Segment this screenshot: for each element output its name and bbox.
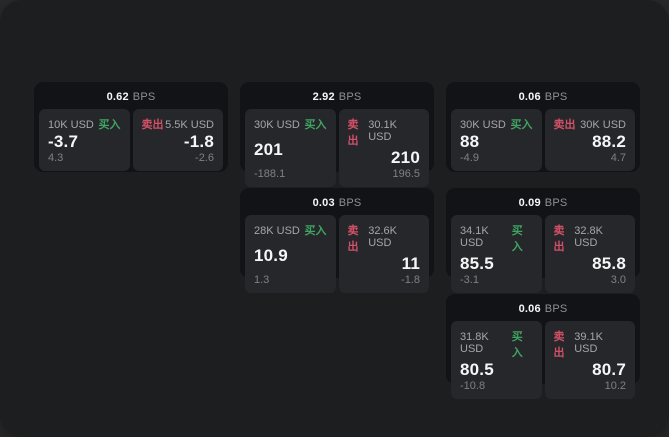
buy-panel[interactable]: 28K USD 买入 10.9 1.3 (245, 215, 336, 293)
sell-panel[interactable]: 卖出 32.6K USD 11 -1.8 (338, 215, 429, 293)
sell-notional: 30.1K USD (368, 119, 397, 143)
sell-notional: 5.5K USD (165, 119, 214, 131)
buy-delta: 1.3 (254, 274, 270, 286)
sell-delta: 4.7 (610, 152, 626, 164)
buy-price: 80.5 (460, 360, 494, 379)
sell-panel[interactable]: 卖出 39.1K USD 80.7 10.2 (544, 321, 635, 399)
sell-price: -1.8 (183, 132, 214, 151)
sell-tag: 卖出 (553, 119, 576, 131)
quote-board: 0.62 BPS 10K USD 买入 -3.7 4.3 卖出 5.5K USD (34, 82, 640, 399)
buy-price: 88 (460, 132, 480, 151)
sell-price: 11 (401, 254, 420, 273)
buy-tag: 买入 (304, 119, 327, 131)
bps-card: 0.03 BPS 28K USD 买入 10.9 1.3 卖出 32.6K USD (240, 188, 434, 293)
sell-delta: -2.6 (195, 152, 214, 164)
sell-price: 210 (391, 148, 420, 167)
buy-delta: 4.3 (48, 152, 64, 164)
buy-panel[interactable]: 10K USD 买入 -3.7 4.3 (39, 109, 130, 171)
buy-notional: 30K USD (460, 119, 506, 131)
buy-notional: 31.8K USD (460, 331, 489, 355)
bps-card: 0.09 BPS 34.1K USD 买入 85.5 -3.1 卖出 32.8K … (446, 188, 640, 293)
bps-unit-label: BPS (338, 197, 362, 209)
bps-header: 0.06 BPS (451, 89, 635, 105)
bps-value: 0.06 (518, 303, 541, 315)
sell-notional: 39.1K USD (574, 331, 603, 355)
sell-panel[interactable]: 卖出 30.1K USD 210 196.5 (338, 109, 429, 187)
buy-panel[interactable]: 31.8K USD 买入 80.5 -10.8 (451, 321, 542, 399)
bps-header: 0.06 BPS (451, 301, 635, 317)
bps-unit-label: BPS (544, 197, 568, 209)
buy-price: 201 (254, 140, 283, 159)
bps-unit-label: BPS (338, 91, 362, 103)
bps-value: 2.92 (312, 91, 335, 103)
bps-card: 0.06 BPS 31.8K USD 买入 80.5 -10.8 卖出 39.1K… (446, 294, 640, 399)
buy-panel[interactable]: 30K USD 买入 88 -4.9 (451, 109, 542, 171)
buy-delta: -4.9 (460, 152, 479, 164)
buy-tag: 买入 (304, 225, 327, 237)
bps-value: 0.06 (518, 91, 541, 103)
sell-tag: 卖出 (553, 331, 565, 359)
sell-panel[interactable]: 卖出 30K USD 88.2 4.7 (544, 109, 635, 171)
buy-tag: 买入 (511, 331, 523, 359)
sell-delta: 10.2 (604, 380, 626, 392)
sell-tag: 卖出 (347, 225, 359, 253)
buy-notional: 28K USD (254, 225, 300, 237)
sell-tag: 卖出 (141, 119, 164, 131)
buy-tag: 买入 (511, 225, 523, 253)
bps-value: 0.03 (312, 197, 335, 209)
bps-value: 0.09 (518, 197, 541, 209)
buy-tag: 买入 (98, 119, 121, 131)
buy-tag: 买入 (510, 119, 533, 131)
bps-header: 0.62 BPS (39, 89, 223, 105)
bps-header: 0.03 BPS (245, 195, 429, 211)
sell-panel[interactable]: 卖出 5.5K USD -1.8 -2.6 (132, 109, 223, 171)
sell-price: 85.8 (592, 254, 626, 273)
buy-delta: -3.1 (460, 274, 479, 286)
buy-price: 85.5 (460, 254, 494, 273)
buy-panel[interactable]: 30K USD 买入 201 -188.1 (245, 109, 336, 187)
sell-delta: 196.5 (392, 168, 420, 180)
bps-unit-label: BPS (544, 91, 568, 103)
buy-notional: 10K USD (48, 119, 94, 131)
bps-card: 0.06 BPS 30K USD 买入 88 -4.9 卖出 30K USD (446, 82, 640, 172)
bps-unit-label: BPS (544, 303, 568, 315)
bps-header: 2.92 BPS (245, 89, 429, 105)
sell-notional: 32.6K USD (368, 225, 397, 249)
sell-tag: 卖出 (347, 119, 359, 147)
sell-notional: 32.8K USD (574, 225, 603, 249)
buy-delta: -10.8 (460, 380, 486, 392)
buy-price: -3.7 (48, 132, 79, 151)
buy-notional: 30K USD (254, 119, 300, 131)
sell-price: 88.2 (592, 132, 626, 151)
sell-notional: 30K USD (580, 119, 626, 131)
bps-value: 0.62 (106, 91, 129, 103)
bps-unit-label: BPS (132, 91, 156, 103)
sell-panel[interactable]: 卖出 32.8K USD 85.8 3.0 (544, 215, 635, 293)
sell-delta: 3.0 (610, 274, 626, 286)
sell-price: 80.7 (592, 360, 626, 379)
sell-delta: -1.8 (401, 274, 420, 286)
buy-panel[interactable]: 34.1K USD 买入 85.5 -3.1 (451, 215, 542, 293)
buy-delta: -188.1 (254, 168, 286, 180)
bps-header: 0.09 BPS (451, 195, 635, 211)
buy-notional: 34.1K USD (460, 225, 489, 249)
sell-tag: 卖出 (553, 225, 565, 253)
bps-card: 0.62 BPS 10K USD 买入 -3.7 4.3 卖出 5.5K USD (34, 82, 228, 172)
buy-price: 10.9 (254, 246, 288, 265)
bps-card: 2.92 BPS 30K USD 买入 201 -188.1 卖出 30.1K U… (240, 82, 434, 187)
